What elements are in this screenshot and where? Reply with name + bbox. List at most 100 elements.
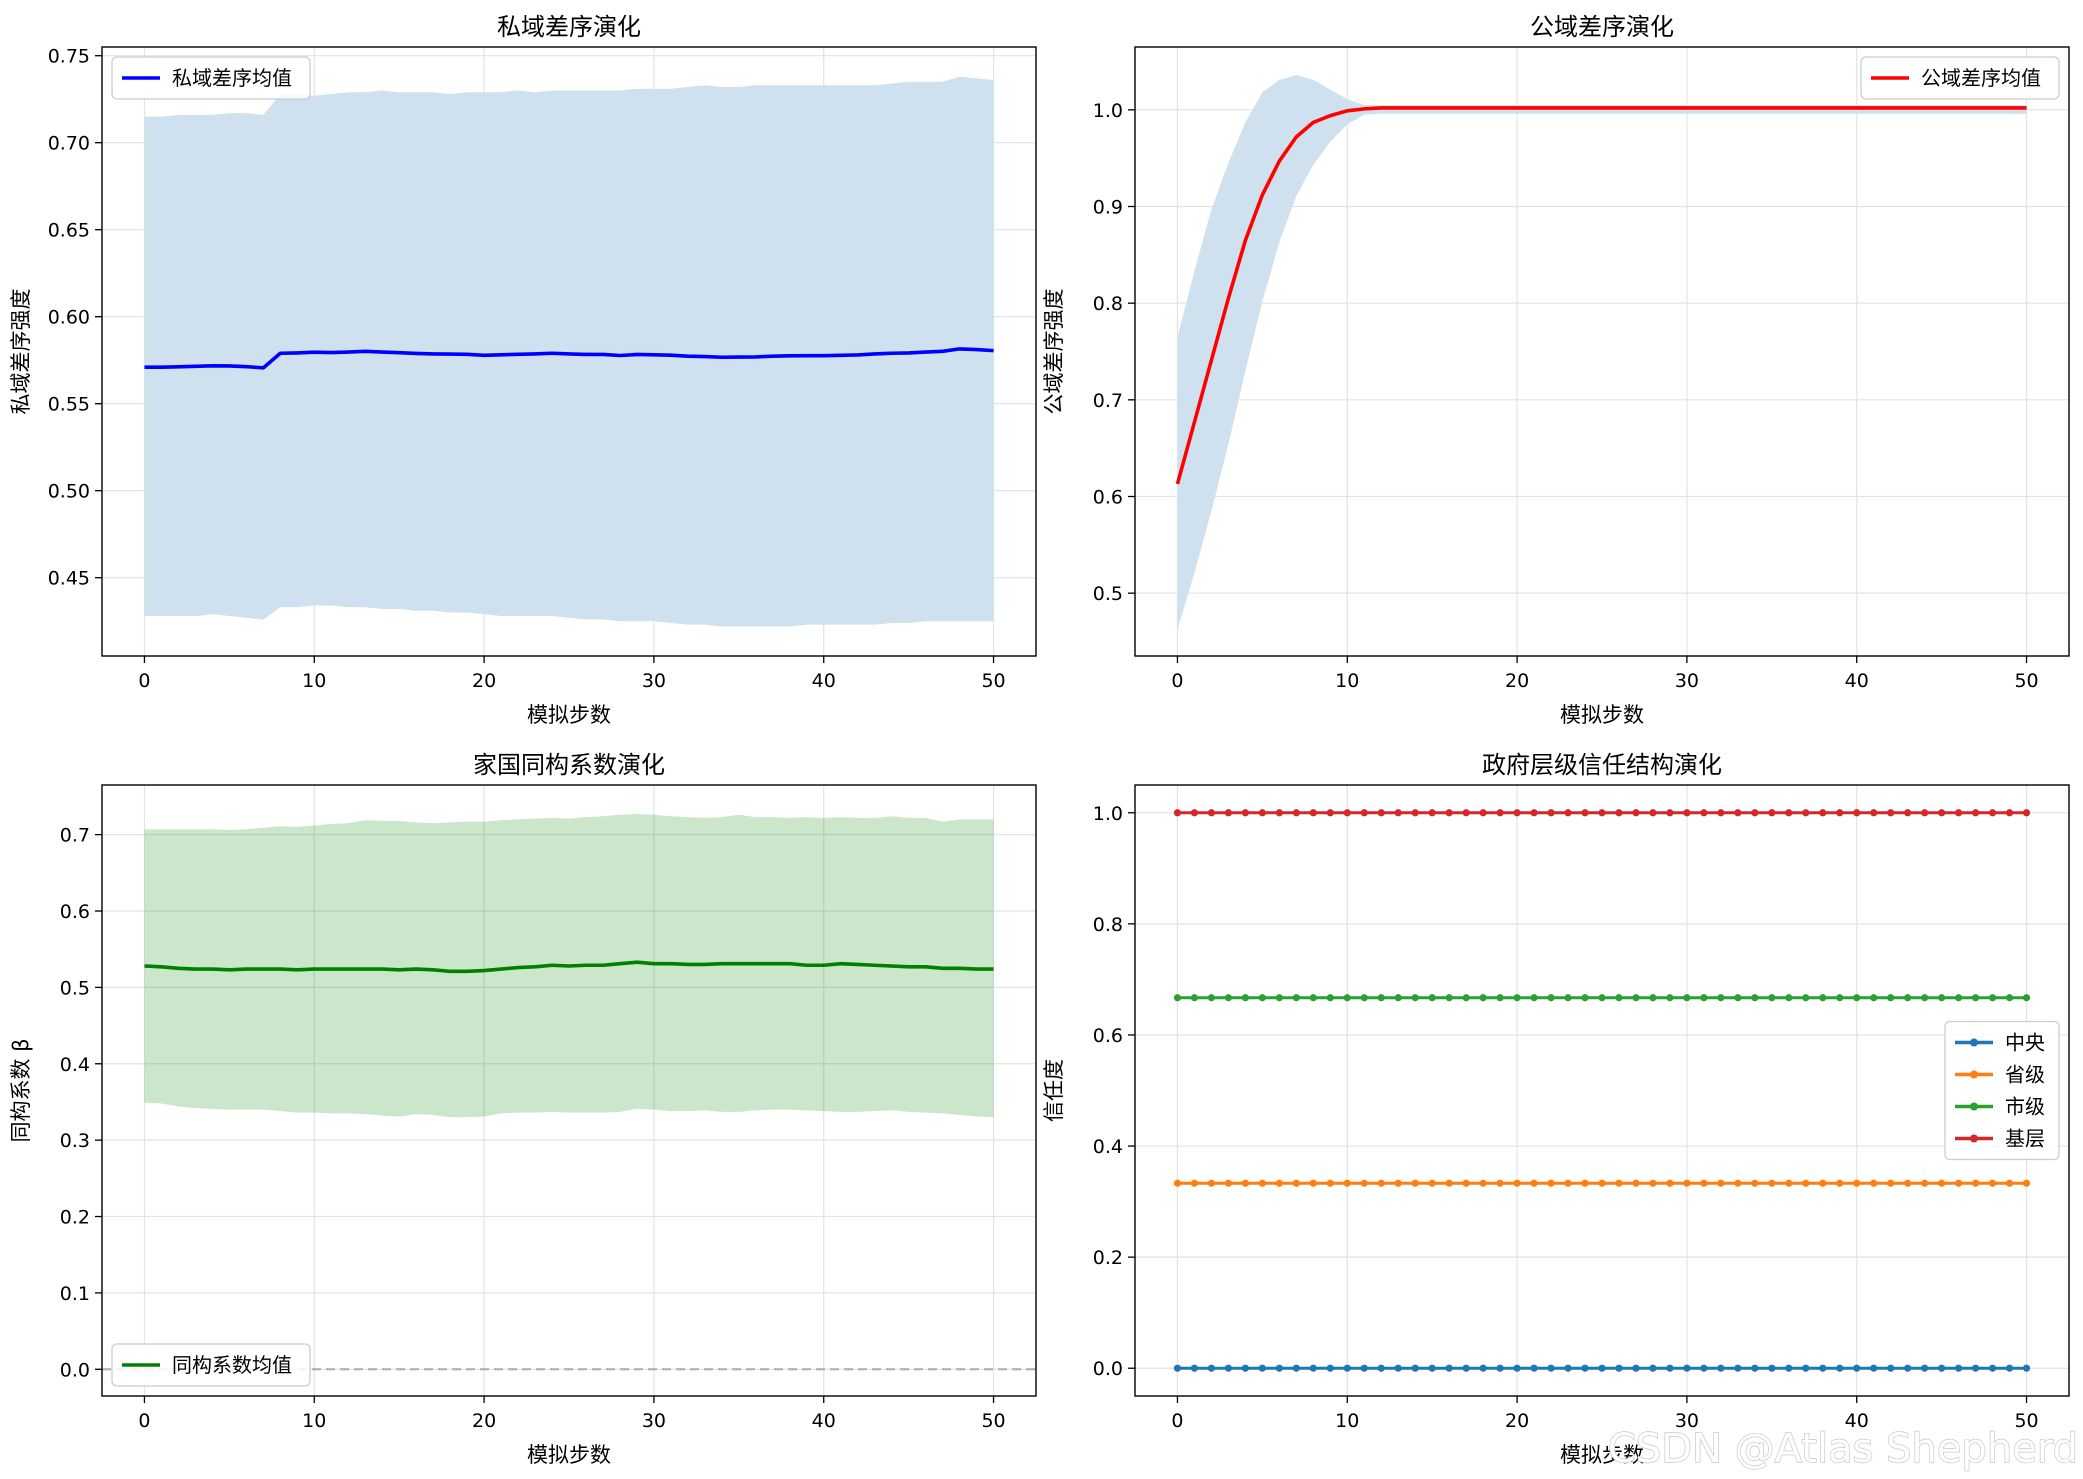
series-point [1360, 809, 1368, 817]
chart-panel-4: 0 10 20 30 40 50 0.0 0.2 0.4 0.6 0.8 1.0 政府层级信任结构演化模… [1042, 751, 2070, 1467]
series-point [1666, 1179, 1674, 1187]
y-tick-label: 0.60 [48, 307, 90, 329]
y-tick-label: 0.6 [1093, 487, 1123, 509]
y-tick-label: 0.6 [1093, 1025, 1123, 1047]
x-tick-label: 50 [981, 1410, 1005, 1432]
legend-label: 中央 [2005, 1031, 2045, 1055]
y-axis-label: 私域差序强度 [9, 289, 33, 415]
series-point [1853, 809, 1861, 817]
series-point [1904, 1364, 1912, 1372]
series-point [1173, 1179, 1182, 1187]
series-point [1479, 1364, 1487, 1372]
series-point [1938, 994, 1946, 1002]
series-point [1547, 809, 1555, 817]
series-point [1785, 1179, 1793, 1187]
series-point [1292, 1364, 1300, 1372]
y-tick-label: 0.0 [1093, 1358, 1123, 1380]
series-point [1292, 994, 1300, 1002]
legend-marker [1970, 1102, 1978, 1111]
series-point [1666, 809, 1674, 817]
series-point [1207, 994, 1216, 1002]
series-point [2022, 994, 2031, 1002]
x-tick-label: 10 [302, 670, 326, 692]
y-tick-label: 0.70 [48, 133, 90, 155]
series-point [1683, 1364, 1691, 1372]
series-point [1207, 809, 1216, 817]
series-point [1275, 809, 1283, 817]
series-point [1734, 1364, 1742, 1372]
series-point [1241, 1179, 1249, 1187]
y-tick-label: 0.45 [48, 568, 90, 590]
series-point [1224, 1364, 1232, 1372]
series-point [1190, 1179, 1199, 1187]
legend-box [1860, 56, 2060, 100]
series-point [1955, 809, 1963, 817]
chart-title: 私域差序演化 [497, 13, 641, 41]
series-point [1581, 1364, 1589, 1372]
series-point [1785, 994, 1793, 1002]
series-point [1309, 809, 1317, 817]
series-point [1870, 1364, 1878, 1372]
series-point [1649, 1364, 1657, 1372]
series-point [1326, 1179, 1334, 1187]
series-point [1938, 1179, 1946, 1187]
series-point [1751, 809, 1759, 817]
series-point [1258, 1364, 1266, 1372]
series-point [1921, 994, 1929, 1002]
x-tick-label: 10 [1335, 1410, 1359, 1432]
series-point [1717, 994, 1725, 1002]
series-point [1326, 809, 1334, 817]
series-point [1853, 1364, 1861, 1372]
series-point [1683, 1179, 1691, 1187]
series-point [1972, 994, 1980, 1002]
series-point [1887, 1364, 1895, 1372]
series-point [1802, 994, 1810, 1002]
series-point [1649, 1179, 1657, 1187]
x-tick-label: 50 [2014, 1410, 2038, 1432]
series-point [1275, 1179, 1283, 1187]
series-point [1445, 1179, 1453, 1187]
series-point [1377, 994, 1385, 1002]
series-point [1547, 1179, 1555, 1187]
series-point [1700, 809, 1708, 817]
x-tick-label: 40 [1845, 1410, 1869, 1432]
series-point [1343, 1364, 1351, 1372]
series-point [1717, 809, 1725, 817]
x-tick-label: 30 [1675, 1410, 1699, 1432]
series-point [1326, 1364, 1334, 1372]
axes-frame [1134, 784, 2070, 1397]
series-point [1632, 809, 1640, 817]
series-point [2005, 994, 2014, 1002]
series-point [1632, 1179, 1640, 1187]
series-point [1598, 994, 1606, 1002]
series-point [1768, 1179, 1776, 1187]
series-point [1326, 994, 1334, 1002]
series-point [1988, 1179, 1997, 1187]
y-tick-label: 0.2 [1093, 1247, 1123, 1269]
series-point [1496, 994, 1504, 1002]
series-point [1955, 1179, 1963, 1187]
axes-frame [101, 46, 1037, 657]
series-point [1904, 994, 1912, 1002]
chart-panels: 0 10 20 30 40 500.450.500.550.600.650.700.75私… [9, 13, 2070, 1467]
x-axis-label: 模拟步数 [1560, 1443, 1644, 1467]
series-point [1275, 1364, 1283, 1372]
series-point [1649, 994, 1657, 1002]
series-point [1734, 1179, 1742, 1187]
series-point [2022, 1364, 2031, 1372]
series-point [1904, 809, 1912, 817]
x-tick-label: 50 [981, 670, 1005, 692]
series-point [1564, 809, 1572, 817]
series-point [1343, 809, 1351, 817]
series-point [1224, 1179, 1232, 1187]
series-point [1632, 994, 1640, 1002]
legend-label: 同构系数均值 [172, 1353, 292, 1377]
y-tick-label: 0.3 [60, 1130, 90, 1152]
series-point [1394, 1364, 1402, 1372]
series-point [1887, 809, 1895, 817]
plot-area [144, 76, 994, 627]
series-point [1564, 1179, 1572, 1187]
series-point [1462, 1179, 1470, 1187]
series-point [1462, 809, 1470, 817]
x-tick-label: 10 [1335, 670, 1359, 692]
